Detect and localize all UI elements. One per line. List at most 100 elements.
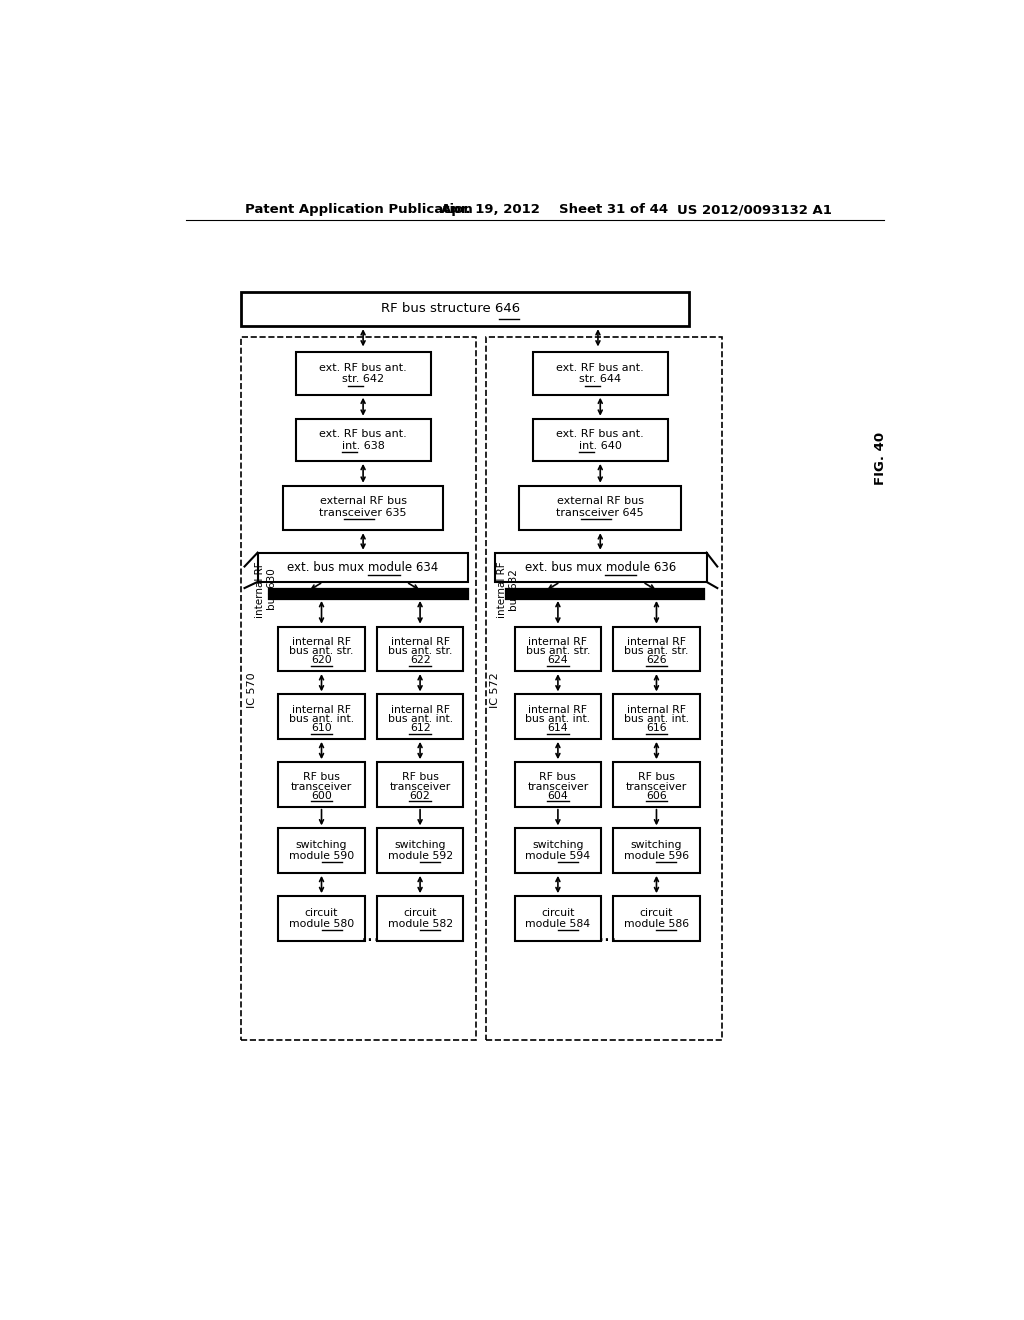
Text: bus ant. int.: bus ant. int.: [525, 714, 591, 723]
Bar: [495, 553, 707, 582]
Bar: [485, 337, 722, 1040]
Bar: [515, 829, 601, 873]
Text: 612: 612: [410, 723, 430, 733]
Bar: [613, 627, 699, 671]
Bar: [377, 896, 463, 941]
Bar: [613, 762, 699, 807]
Text: str. 642: str. 642: [342, 375, 384, 384]
Text: 626: 626: [646, 656, 667, 665]
Bar: [296, 418, 431, 461]
Text: bus ant. str.: bus ant. str.: [525, 647, 590, 656]
Text: RF bus: RF bus: [401, 772, 438, 783]
Bar: [613, 829, 699, 873]
Text: circuit: circuit: [542, 908, 574, 917]
Text: module 590: module 590: [289, 851, 354, 861]
Text: 610: 610: [311, 723, 332, 733]
Text: switching: switching: [532, 841, 584, 850]
Text: internal RF: internal RF: [292, 638, 351, 647]
Text: internal RF: internal RF: [627, 638, 686, 647]
Text: 600: 600: [311, 791, 332, 801]
Bar: [279, 694, 365, 739]
Text: module 592: module 592: [387, 851, 453, 861]
Text: circuit: circuit: [403, 908, 437, 917]
Bar: [279, 829, 365, 873]
Text: transceiver 635: transceiver 635: [319, 508, 407, 517]
Text: circuit: circuit: [640, 908, 673, 917]
Bar: [279, 896, 365, 941]
Bar: [613, 896, 699, 941]
Text: bus ant. str.: bus ant. str.: [290, 647, 353, 656]
Bar: [515, 694, 601, 739]
Text: transceiver: transceiver: [626, 781, 687, 792]
Text: RF bus: RF bus: [638, 772, 675, 783]
Text: IC 570: IC 570: [247, 672, 257, 708]
Text: ext. RF bus ant.: ext. RF bus ant.: [556, 429, 644, 440]
Text: RF bus: RF bus: [540, 772, 577, 783]
Text: internal RF: internal RF: [292, 705, 351, 714]
Bar: [515, 627, 601, 671]
Text: FIG. 40: FIG. 40: [874, 432, 887, 486]
Text: 614: 614: [548, 723, 568, 733]
Text: module 582: module 582: [387, 919, 453, 929]
Text: ext. RF bus ant.: ext. RF bus ant.: [556, 363, 644, 372]
Bar: [377, 762, 463, 807]
Text: Sheet 31 of 44: Sheet 31 of 44: [559, 203, 669, 216]
Bar: [279, 627, 365, 671]
Text: internal RF: internal RF: [390, 638, 450, 647]
Text: ...: ...: [597, 924, 617, 945]
Bar: [241, 337, 475, 1040]
Bar: [515, 762, 601, 807]
Text: transceiver: transceiver: [527, 781, 589, 792]
Text: transceiver: transceiver: [389, 781, 451, 792]
Text: ...: ...: [360, 924, 381, 945]
Text: ext. RF bus ant.: ext. RF bus ant.: [319, 363, 407, 372]
Text: ext. bus mux module 634: ext. bus mux module 634: [287, 561, 438, 574]
Text: ext. bus mux module 636: ext. bus mux module 636: [524, 561, 676, 574]
Text: internal RF: internal RF: [390, 705, 450, 714]
Text: internal RF: internal RF: [528, 638, 588, 647]
Bar: [534, 352, 668, 395]
Text: switching: switching: [394, 841, 445, 850]
Bar: [377, 829, 463, 873]
Text: bus ant. int.: bus ant. int.: [289, 714, 354, 723]
Text: circuit: circuit: [305, 908, 338, 917]
Bar: [377, 694, 463, 739]
Text: RF bus: RF bus: [303, 772, 340, 783]
Text: bus ant. str.: bus ant. str.: [625, 647, 689, 656]
Text: switching: switching: [296, 841, 347, 850]
Text: switching: switching: [631, 841, 682, 850]
Text: module 586: module 586: [624, 919, 689, 929]
Text: internal RF
bus 632: internal RF bus 632: [497, 561, 519, 618]
Bar: [377, 627, 463, 671]
Text: bus ant. int.: bus ant. int.: [387, 714, 453, 723]
Text: int. 638: int. 638: [342, 441, 385, 450]
Text: bus ant. str.: bus ant. str.: [388, 647, 453, 656]
Text: 620: 620: [311, 656, 332, 665]
Bar: [258, 553, 468, 582]
Text: module 596: module 596: [624, 851, 689, 861]
Text: internal RF: internal RF: [528, 705, 588, 714]
Text: 602: 602: [410, 791, 430, 801]
Text: transceiver: transceiver: [291, 781, 352, 792]
Text: bus ant. int.: bus ant. int.: [624, 714, 689, 723]
Text: RF bus structure 646: RF bus structure 646: [381, 302, 520, 315]
Text: US 2012/0093132 A1: US 2012/0093132 A1: [677, 203, 833, 216]
Text: Apr. 19, 2012: Apr. 19, 2012: [441, 203, 540, 216]
Bar: [534, 418, 668, 461]
Bar: [296, 352, 431, 395]
Text: module 584: module 584: [525, 919, 591, 929]
Bar: [241, 292, 689, 326]
Text: transceiver 645: transceiver 645: [556, 508, 644, 517]
Bar: [613, 694, 699, 739]
Text: str. 644: str. 644: [580, 375, 622, 384]
Text: internal RF
bus 630: internal RF bus 630: [255, 561, 276, 618]
Text: int. 640: int. 640: [579, 441, 622, 450]
Text: external RF bus: external RF bus: [557, 496, 644, 506]
Text: external RF bus: external RF bus: [319, 496, 407, 506]
Bar: [279, 762, 365, 807]
Text: module 594: module 594: [525, 851, 591, 861]
Text: ext. RF bus ant.: ext. RF bus ant.: [319, 429, 407, 440]
Text: IC 572: IC 572: [489, 672, 500, 708]
Text: module 580: module 580: [289, 919, 354, 929]
Text: 624: 624: [548, 656, 568, 665]
